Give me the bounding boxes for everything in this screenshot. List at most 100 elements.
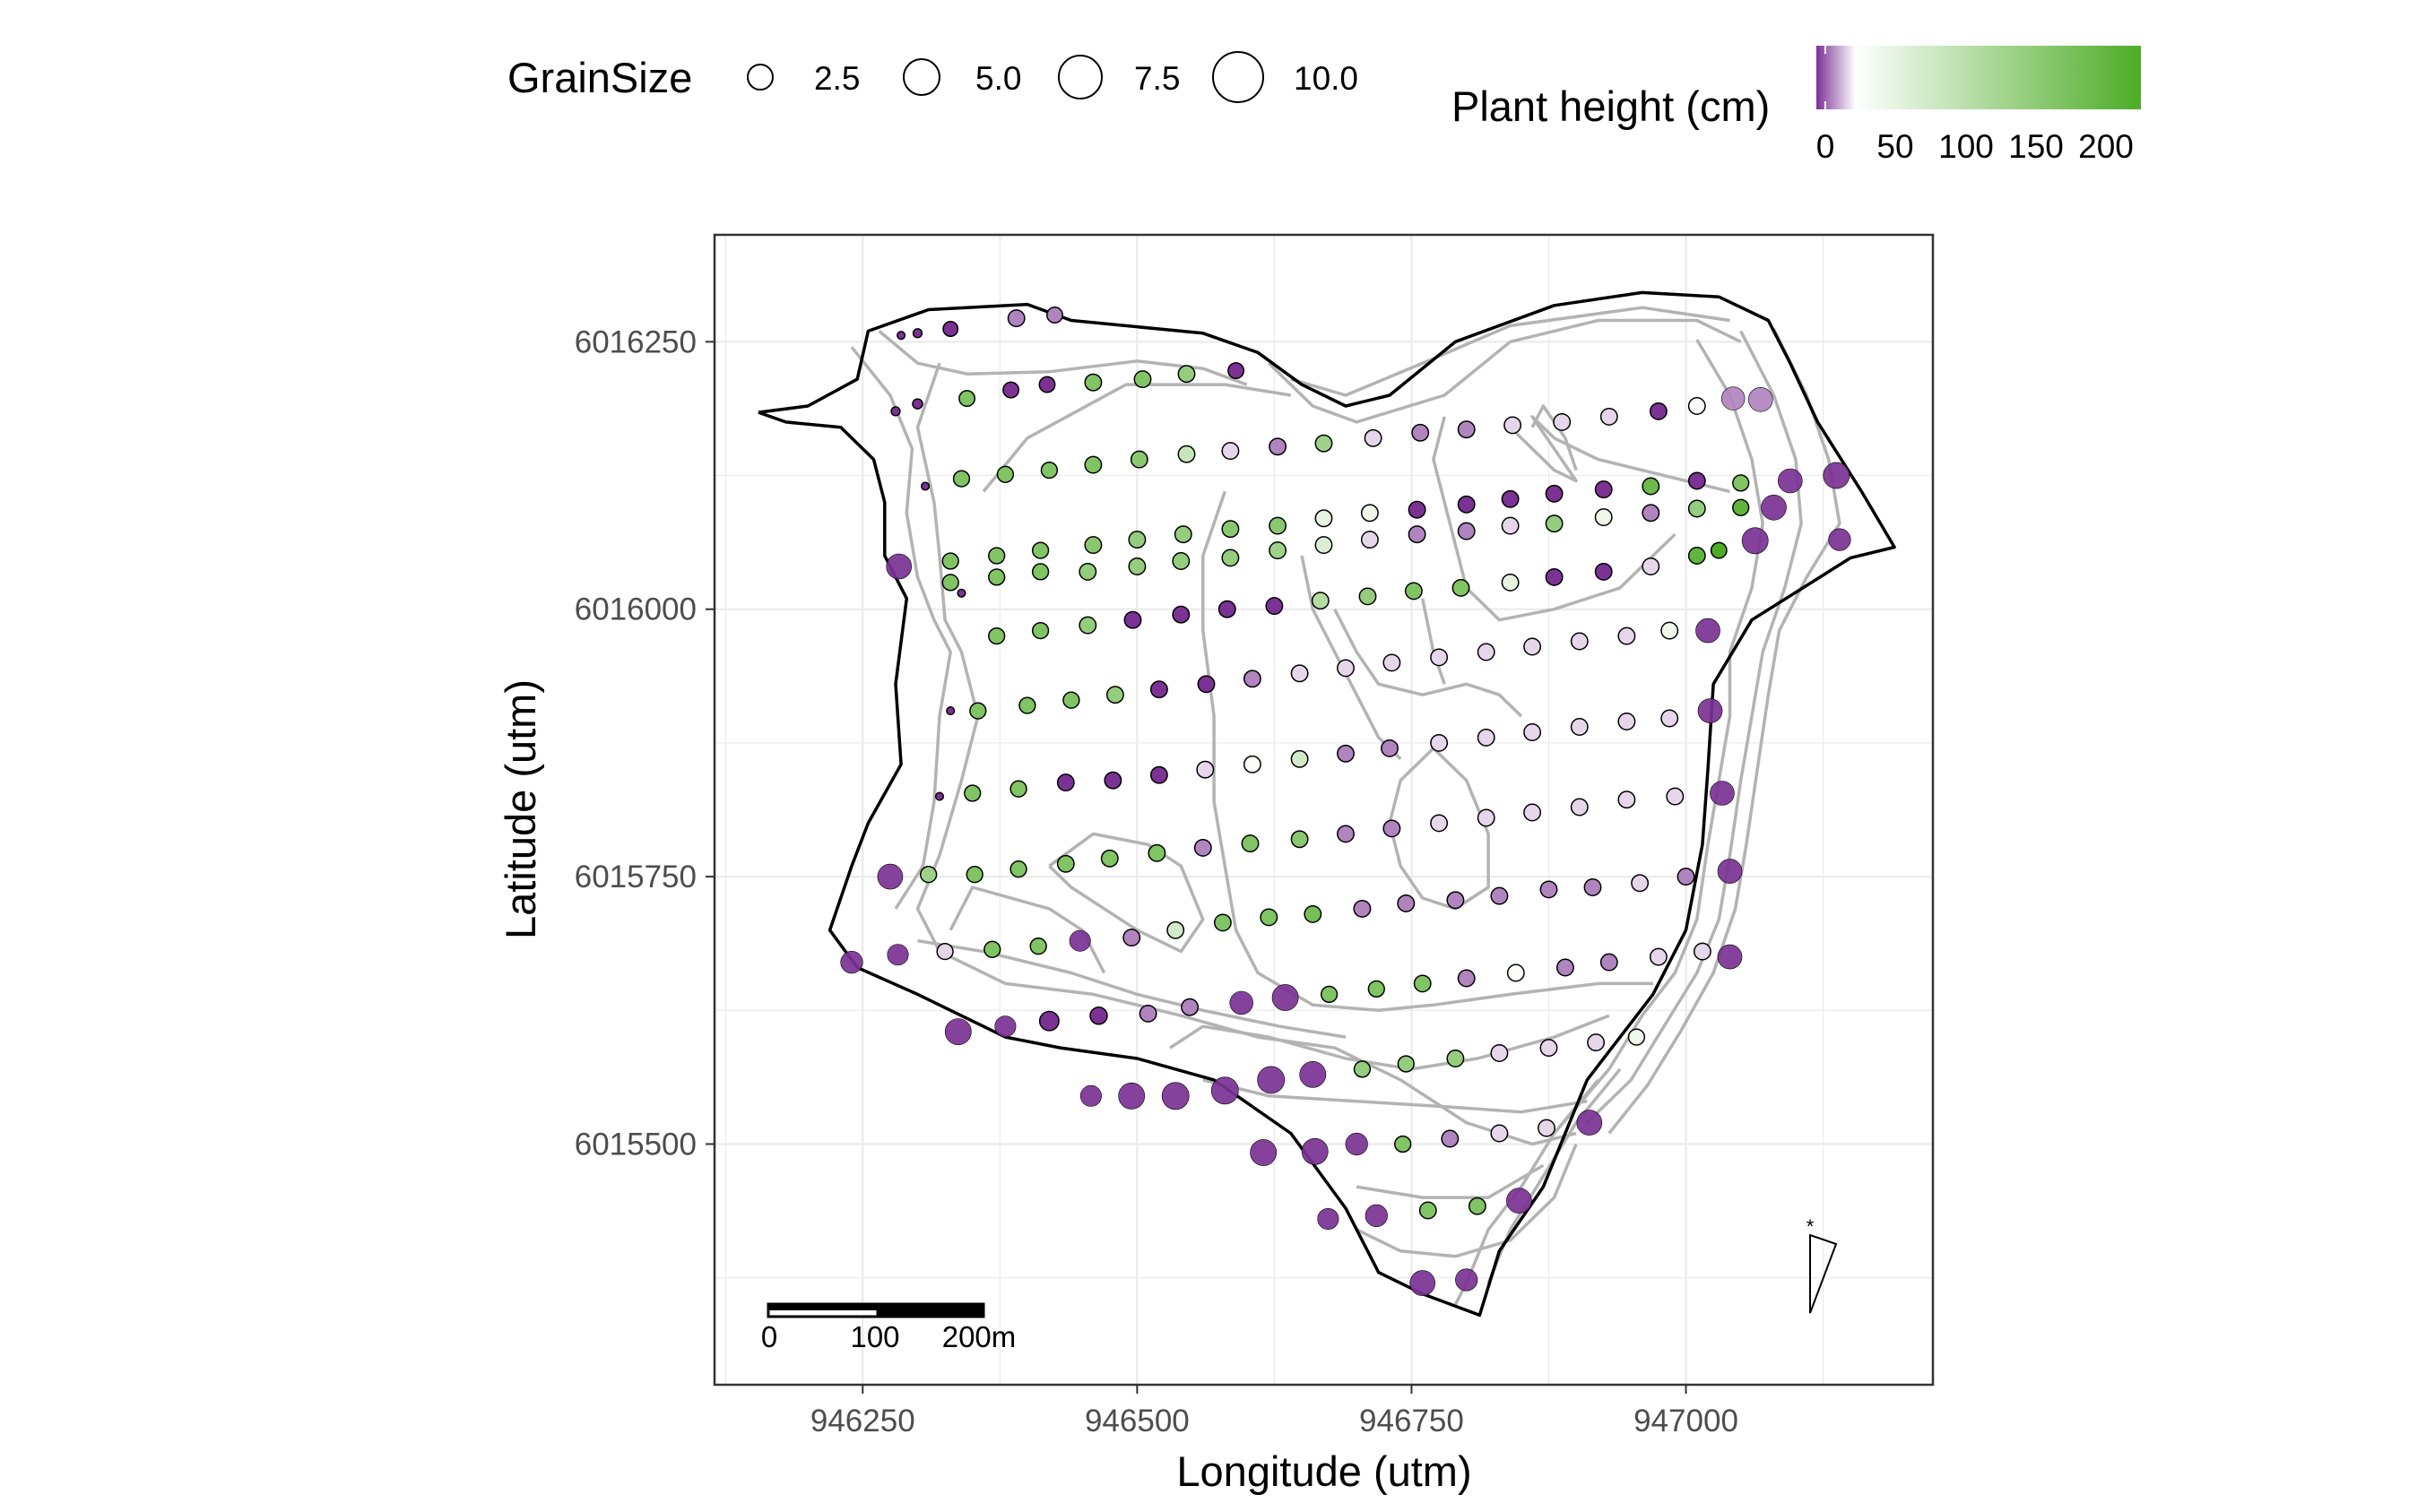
sample-point xyxy=(1545,484,1564,503)
sample-point xyxy=(1317,1208,1339,1231)
sample-point xyxy=(1441,1129,1460,1148)
depth-contour-line xyxy=(1356,1143,1578,1258)
depth-contours xyxy=(850,306,1841,1306)
sample-point xyxy=(1031,541,1050,559)
sample-point xyxy=(1617,713,1636,730)
sample-point xyxy=(1642,557,1660,575)
sample-point xyxy=(1250,1139,1278,1166)
depth-contour-line xyxy=(917,938,1347,1039)
sample-point xyxy=(1695,618,1720,644)
sample-point xyxy=(1693,942,1711,961)
x-tick-label: 946750 xyxy=(1359,1404,1464,1439)
sample-point xyxy=(1477,808,1495,827)
sample-point xyxy=(1687,471,1706,490)
sample-point xyxy=(1290,749,1309,768)
scale-bar-segment-black-1 xyxy=(768,1304,878,1310)
sample-point xyxy=(1257,1066,1286,1094)
sample-point xyxy=(942,321,959,337)
sample-point xyxy=(1069,929,1091,952)
size-legend-circle-4 xyxy=(1212,51,1264,103)
sample-point xyxy=(1161,1082,1190,1110)
sample-point xyxy=(912,398,923,410)
sample-point xyxy=(1130,450,1148,469)
sample-point xyxy=(1337,825,1355,843)
sample-point xyxy=(1583,878,1602,896)
north-arrow-symbol: * xyxy=(1807,1215,1815,1238)
sample-point xyxy=(1545,514,1564,533)
sample-point xyxy=(1506,963,1525,982)
color-legend-bar xyxy=(1816,46,2141,109)
sample-point xyxy=(1181,998,1200,1016)
sample-point xyxy=(1523,723,1542,741)
sample-point xyxy=(1365,1204,1388,1227)
sample-point xyxy=(890,406,901,417)
sample-point xyxy=(1320,985,1339,1004)
sample-point xyxy=(912,328,923,339)
sample-point xyxy=(1177,365,1196,384)
sample-point xyxy=(1177,445,1196,463)
sample-point xyxy=(1290,830,1309,849)
sample-point xyxy=(1311,592,1330,610)
sample-point xyxy=(1687,547,1706,565)
sample-point xyxy=(1599,407,1618,426)
size-legend-label-1: 2.5 xyxy=(814,60,860,97)
sample-point xyxy=(1490,1044,1509,1062)
depth-contour-line xyxy=(1268,318,1742,424)
sample-point xyxy=(1148,843,1166,862)
depth-contour-line xyxy=(1553,339,1764,1135)
sample-point xyxy=(1149,680,1168,699)
plot-panel: 0 100 200m * xyxy=(713,233,1935,1387)
size-legend-title: GrainSize xyxy=(507,54,692,101)
color-legend-label-0: 0 xyxy=(1816,128,1835,165)
sample-point xyxy=(1576,1110,1603,1136)
sample-point xyxy=(1221,549,1240,567)
y-tick-label: 6016250 xyxy=(575,324,697,359)
sample-point xyxy=(1046,307,1063,324)
size-legend-label-4: 10.0 xyxy=(1294,60,1358,97)
sample-point xyxy=(1009,780,1027,798)
sample-point xyxy=(1555,958,1574,977)
sample-point xyxy=(1501,516,1520,535)
sample-point xyxy=(1523,637,1542,656)
y-axis-title: Latitude (utm) xyxy=(497,679,544,939)
sample-point xyxy=(1196,760,1215,779)
sample-point xyxy=(1677,868,1695,886)
sample-point xyxy=(1056,854,1075,873)
sample-point xyxy=(1409,1270,1435,1296)
sample-point xyxy=(1210,1076,1239,1105)
sample-point xyxy=(1118,1082,1146,1110)
sample-point xyxy=(1397,1055,1415,1073)
sample-point xyxy=(1617,791,1636,809)
sample-point xyxy=(1490,1124,1509,1143)
scale-bar-label-0: 0 xyxy=(761,1320,777,1353)
lake-outline xyxy=(758,290,1896,1318)
sample-point xyxy=(1301,1137,1329,1165)
size-legend: GrainSize 2.5 5.0 7.5 10.0 xyxy=(507,51,1358,103)
sample-point xyxy=(1360,531,1379,549)
sample-point xyxy=(1079,1084,1102,1107)
depth-contour-line xyxy=(1201,490,1653,1013)
sample-point xyxy=(1741,527,1769,555)
sample-point xyxy=(1172,552,1191,570)
sample-point xyxy=(1446,891,1465,910)
sample-point xyxy=(897,331,906,341)
x-axis: Longitude (utm) 946250 946500 946750 947000 xyxy=(810,1385,1738,1495)
size-legend-circle-3 xyxy=(1058,55,1103,99)
sample-point xyxy=(1241,834,1260,853)
sample-point xyxy=(1382,819,1401,838)
sample-point xyxy=(1304,904,1322,923)
sample-point xyxy=(1446,1050,1465,1067)
sample-point xyxy=(1430,733,1449,752)
sample-point xyxy=(1040,461,1059,480)
sample-point xyxy=(1404,582,1423,600)
sample-point xyxy=(1213,913,1232,932)
sample-point xyxy=(1314,509,1333,528)
sample-point xyxy=(1413,974,1432,993)
sample-point xyxy=(1269,516,1287,535)
sample-point xyxy=(1649,402,1668,420)
sample-point xyxy=(1457,522,1476,540)
sample-point xyxy=(1617,626,1636,645)
sample-point xyxy=(1506,1188,1532,1214)
depth-contour-line xyxy=(878,330,1248,386)
depth-contour-line xyxy=(1169,1014,1610,1071)
